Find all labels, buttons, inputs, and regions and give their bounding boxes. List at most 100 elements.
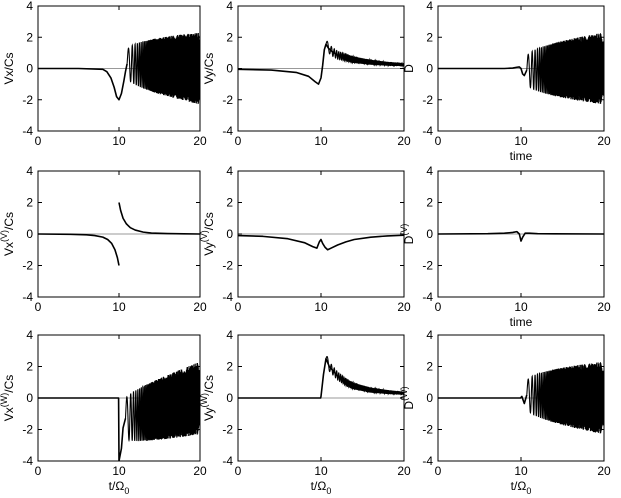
series-line [438,394,528,405]
y-tick-label: -4 [22,124,33,138]
y-tick-label: -4 [422,124,433,138]
y-tick-label: -2 [222,93,233,107]
y-axis-label: D(V) [399,224,416,245]
y-tick-label: 2 [426,30,433,44]
x-axis-label: time [510,315,533,329]
series-line-1 [38,233,120,266]
y-tick-label: 4 [26,0,33,13]
x-tick-label: 20 [397,464,411,478]
panel-p31: 0 10 20 -4 -2 0 2 4 Vx(W)/Cs t/Ω0 [0,328,207,496]
y-tick-label: -2 [422,259,433,273]
series-line [38,397,127,461]
y-axis-label: Vy/Cs [202,53,216,85]
y-tick-label: 4 [426,0,433,13]
x-tick-label: 0 [35,300,42,314]
x-tick-label: 10 [112,134,126,148]
y-tick-label: 4 [226,328,233,342]
y-tick-label: -4 [422,290,433,304]
x-tick-label: 10 [514,464,528,478]
y-axis-label: D(W) [399,386,416,409]
y-tick-label: 4 [226,0,233,13]
x-tick-label: 0 [235,464,242,478]
x-tick-label: 0 [435,134,442,148]
x-tick-label: 20 [597,464,611,478]
panel-p23: 0 10 20 -4 -2 0 2 4 D(V) time [399,164,611,329]
y-tick-label: -4 [222,124,233,138]
oscillation-trace [325,355,404,397]
y-tick-label: 2 [226,196,233,210]
panel-p22: 0 10 20 -4 -2 0 2 4 Vy(V)/Cs [199,164,411,314]
x-tick-label: 20 [193,464,207,478]
x-tick-label: 0 [435,464,442,478]
x-axis-label: time [510,149,533,163]
x-tick-label: 10 [514,300,528,314]
oscillation-trace [124,363,200,443]
y-tick-label: -2 [422,423,433,437]
y-tick-label: -2 [222,259,233,273]
x-tick-label: 0 [235,300,242,314]
x-axis-label: t/Ω0 [311,479,332,496]
x-tick-label: 10 [112,300,126,314]
series-line [438,230,604,242]
y-tick-label: 0 [426,227,433,241]
panel-p11: 0 10 20 -4 -2 0 2 4 Vx/Cs [2,0,207,148]
x-tick-label: 20 [597,134,611,148]
y-axis-label: Vx(W)/Cs [0,375,16,422]
y-tick-label: 0 [26,391,33,405]
panel-p12: 0 10 20 -4 -2 0 2 4 Vy/Cs [202,0,411,148]
x-axis-label: t/Ω0 [511,479,532,496]
y-axis-label: Vx(V)/Cs [0,212,16,256]
y-tick-label: 0 [426,62,433,76]
oscillation-trace [126,33,200,105]
y-tick-label: -2 [22,423,33,437]
y-tick-label: 0 [226,62,233,76]
x-tick-label: 20 [397,134,411,148]
panel-p33: 0 10 20 -4 -2 0 2 4 D(W) t/Ω0 [399,328,611,496]
x-tick-label: 10 [112,464,126,478]
oscillation-trace [325,40,404,68]
y-tick-label: 4 [426,164,433,178]
x-tick-label: 20 [397,300,411,314]
y-tick-label: 0 [26,62,33,76]
x-tick-label: 0 [235,134,242,148]
panel-p32: 0 10 20 -4 -2 0 2 4 Vy(W)/Cs t/Ω0 [199,328,411,496]
y-tick-label: 4 [426,328,433,342]
series-line [38,63,128,101]
y-tick-label: 0 [226,391,233,405]
y-tick-label: -4 [222,290,233,304]
x-tick-label: 0 [435,300,442,314]
y-tick-label: 4 [26,164,33,178]
x-tick-label: 0 [35,464,42,478]
y-tick-label: -2 [22,93,33,107]
x-tick-label: 10 [514,134,528,148]
y-tick-label: -2 [422,93,433,107]
y-tick-label: 2 [226,360,233,374]
y-tick-label: 4 [26,328,33,342]
series-line [238,234,404,251]
x-tick-label: 20 [597,300,611,314]
x-tick-label: 0 [35,134,42,148]
y-axis-label: D [402,64,416,73]
y-tick-label: -4 [422,454,433,468]
y-tick-label: 0 [26,227,33,241]
y-tick-label: 2 [426,360,433,374]
y-axis-label: Vy(V)/Cs [199,212,216,256]
x-tick-label: 10 [314,134,328,148]
y-tick-label: 4 [226,164,233,178]
y-tick-label: 2 [26,30,33,44]
y-tick-label: 0 [426,391,433,405]
oscillation-trace [526,33,604,104]
y-tick-label: -2 [222,423,233,437]
x-tick-label: 20 [193,134,207,148]
panel-p21: 0 10 20 -4 -2 0 2 4 Vx(V)/Cs [0,164,207,314]
x-axis-label: t/Ω0 [109,479,130,496]
oscillation-trace [526,362,604,434]
x-tick-label: 10 [314,464,328,478]
x-tick-label: 10 [314,300,328,314]
y-tick-label: -4 [222,454,233,468]
y-tick-label: 0 [226,227,233,241]
y-tick-label: 2 [26,360,33,374]
y-axis-label: Vx/Cs [2,52,16,84]
